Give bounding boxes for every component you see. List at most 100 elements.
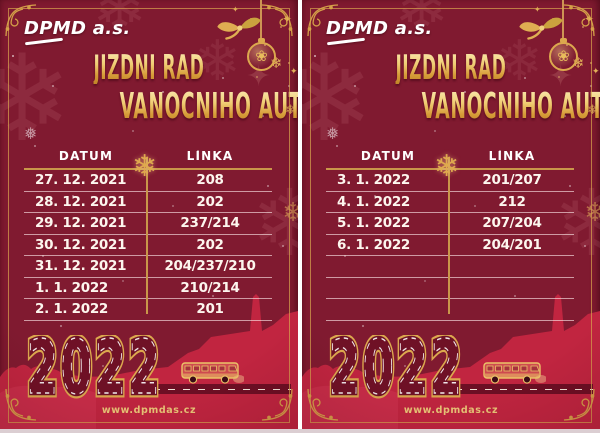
- poster: ❄ ❄ ❄ ❄ ❅ ❄ ✦ 2022: [0, 0, 298, 429]
- title-line-2: VÁNOČNÍHO AUTOBUSU: [0, 89, 298, 130]
- table-row: 1. 1. 2022 210/214: [24, 278, 272, 299]
- christmas-bus-icon: [483, 362, 546, 384]
- header-rule: [326, 168, 574, 170]
- gold-snowflake-icon: ❄: [285, 104, 296, 117]
- corner-flourish-icon: [3, 388, 37, 422]
- cell-date: 3. 1. 2022: [337, 172, 411, 189]
- table-row: 31. 12. 2021 204/237/210: [24, 256, 272, 278]
- header-rule: [24, 168, 272, 170]
- road-center-line: [138, 388, 291, 390]
- poster-title: JÍZDNÍ ŘÁD VÁNOČNÍHO AUTOBUSU: [302, 51, 600, 130]
- table-row: 27. 12. 2021 208: [24, 170, 272, 192]
- cell-line: 201: [196, 301, 224, 318]
- column-divider-line: [146, 158, 148, 314]
- table-row: [326, 278, 574, 299]
- corner-flourish-icon: [563, 388, 597, 422]
- cell-line: 212: [498, 193, 526, 210]
- table-row: [326, 299, 574, 321]
- table-row: [326, 256, 574, 278]
- road: [138, 384, 291, 394]
- ornament-cap: [560, 38, 567, 43]
- snow-dots: [314, 55, 316, 57]
- poster-title: JÍZDNÍ ŘÁD VÁNOČNÍHO AUTOBUSU: [0, 48, 298, 130]
- cell-line: 204/201: [482, 236, 542, 253]
- cell-line: 210/214: [180, 279, 240, 296]
- table-row: 3. 1. 2022 201/207: [326, 170, 574, 192]
- timetable-header: DATUM LINKA: [24, 148, 272, 164]
- website-url: www.dpmdas.cz: [403, 405, 499, 416]
- page-bottom-edge: [0, 429, 600, 433]
- title-line-2: VÁNOČNÍHO AUTOBUSU: [302, 89, 600, 130]
- title-line-1-text: JÍZDNÍ ŘÁD: [93, 48, 205, 88]
- table-row: 29. 12. 2021 237/214: [24, 213, 272, 235]
- cell-line: 202: [196, 236, 224, 253]
- gold-sparkle-icon: ✦: [592, 67, 600, 77]
- year-road-dashes: 2022: [329, 335, 465, 405]
- website-url: www.dpmdas.cz: [101, 405, 197, 416]
- corner-flourish-icon: [305, 388, 339, 422]
- divider-snowflake-icon: ❄: [132, 149, 158, 184]
- ornament-cap: [258, 38, 265, 43]
- ornament-string: [562, 0, 564, 38]
- title-line-1: JÍZDNÍ ŘÁD: [0, 48, 298, 90]
- cell-date: 31. 12. 2021: [35, 258, 127, 275]
- timetable: DATUM LINKA 27. 12. 2021 208 28. 12. 2021…: [24, 148, 272, 321]
- date-column-header: DATUM: [58, 149, 114, 163]
- title-line-2-text: VÁNOČNÍHO AUTOBUSU: [422, 89, 600, 125]
- bauble-swirl-icon: ❀: [255, 47, 268, 65]
- column-divider-line: [448, 158, 450, 314]
- title-line-2-text: VÁNOČNÍHO AUTOBUSU: [120, 89, 298, 125]
- cell-line: 208: [196, 172, 224, 189]
- cell-date: 6. 1. 2022: [337, 236, 411, 253]
- year-outline: 2022: [329, 335, 465, 405]
- corner-flourish-icon: [563, 3, 597, 37]
- corner-flourish-icon: [261, 388, 295, 422]
- christmas-bauble-icon: ❀: [247, 42, 276, 71]
- cell-date: 2. 1. 2022: [35, 301, 109, 318]
- dpmd-logo: DPMD a.s.: [326, 18, 433, 39]
- ribbon-bow-icon: [519, 17, 563, 40]
- cell-line: 207/204: [482, 215, 542, 232]
- cell-date: 29. 12. 2021: [35, 215, 127, 232]
- dpmd-logo: DPMD a.s.: [24, 18, 131, 39]
- ornament-string: [260, 0, 262, 38]
- year-body: 2022: [27, 335, 163, 405]
- table-row: 6. 1. 2022 204/201: [326, 235, 574, 256]
- christmas-bus-icon: [181, 362, 244, 384]
- cell-date: 28. 12. 2021: [35, 193, 127, 210]
- divider-snowflake-icon: ❄: [434, 149, 460, 184]
- year-2022-road-numerals: 2022 2022 2022: [326, 335, 465, 405]
- cell-date: 30. 12. 2021: [35, 236, 127, 253]
- cell-date: 1. 1. 2022: [35, 279, 109, 296]
- gold-snowflake-icon: ❄: [584, 198, 600, 228]
- gold-snowflake-icon: ❄: [282, 198, 298, 228]
- gold-sparkle-icon: ✦: [232, 5, 239, 14]
- cell-date: 27. 12. 2021: [35, 172, 127, 189]
- date-column-header: DATUM: [360, 149, 416, 163]
- table-row: 28. 12. 2021 202: [24, 192, 272, 213]
- gold-sparkle-icon: ✦: [534, 5, 541, 14]
- table-row: 2. 1. 2022 201: [24, 299, 272, 321]
- ribbon-bow-icon: [217, 17, 261, 40]
- line-column-header: LINKA: [186, 149, 234, 163]
- road: [440, 384, 593, 394]
- timetable: DATUM LINKA 3. 1. 2022 201/207 4. 1. 2022…: [326, 148, 574, 321]
- year-2022-road-numerals: 2022 2022 2022: [24, 335, 163, 405]
- table-row: 30. 12. 2021 202: [24, 235, 272, 256]
- gold-sparkle-icon: ✦: [282, 12, 293, 26]
- year-body: 2022: [329, 335, 465, 405]
- gold-sparkle-icon: ✦: [290, 67, 298, 77]
- title-line-1: JÍZDNÍ ŘÁD: [302, 51, 600, 90]
- christmas-bauble-icon: ❀: [549, 42, 578, 71]
- snow-dots: [12, 55, 14, 57]
- corner-flourish-icon: [261, 3, 295, 37]
- corner-flourish-icon: [3, 3, 37, 37]
- gold-sparkle-icon: ✦: [584, 12, 595, 26]
- line-column-header: LINKA: [488, 149, 536, 163]
- bauble-swirl-icon: ❀: [557, 47, 570, 65]
- table-row: 5. 1. 2022 207/204: [326, 213, 574, 235]
- timetable-header: DATUM LINKA: [326, 148, 574, 164]
- year-road-dashes: 2022: [27, 335, 163, 405]
- road-center-line: [440, 388, 593, 390]
